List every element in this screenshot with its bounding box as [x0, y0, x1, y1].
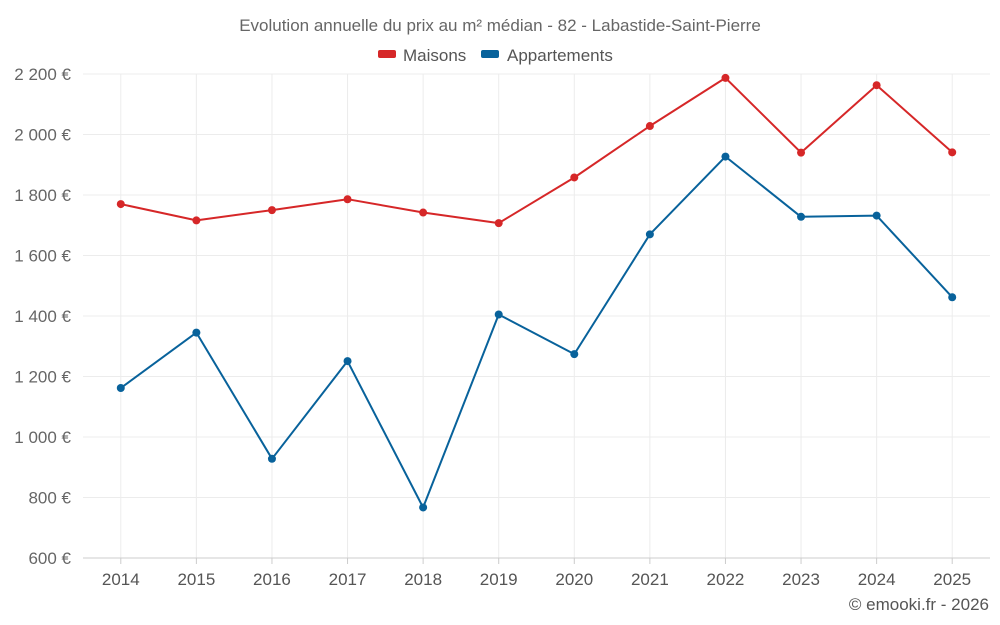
data-point-maisons[interactable]	[872, 81, 881, 90]
series-layer	[116, 73, 957, 512]
data-point-appartements[interactable]	[797, 212, 806, 221]
y-axis: 600 € 800 € 1 000 € 1 200 € 1 400 € 1 600 € 1 …	[14, 65, 71, 568]
legend-swatch-appartements	[481, 50, 499, 58]
y-tick-label: 2 200 €	[14, 65, 71, 84]
x-axis: 2014 2015 2016 2017 2018 2019 2020 2021 2022 2023…	[83, 557, 990, 589]
y-tick-label: 2 000 €	[14, 126, 71, 145]
series-line-maisons	[120, 76, 953, 225]
x-tick-label: 2022	[707, 570, 745, 589]
x-tick-label: 2025	[933, 570, 971, 589]
x-tick-label: 2020	[555, 570, 593, 589]
data-point-maisons[interactable]	[570, 173, 579, 182]
grid	[83, 73, 990, 559]
data-point-appartements[interactable]	[192, 328, 201, 337]
data-point-appartements[interactable]	[343, 357, 352, 366]
y-tick-label: 1 400 €	[14, 307, 71, 326]
y-tick-label: 1 600 €	[14, 247, 71, 266]
chart-title: Evolution annuelle du prix au m² médian …	[239, 16, 761, 35]
data-point-maisons[interactable]	[645, 122, 654, 131]
y-tick-label: 1 800 €	[14, 186, 71, 205]
data-point-maisons[interactable]	[797, 148, 806, 157]
data-point-appartements[interactable]	[948, 293, 957, 302]
credit: © emooki.fr - 2026	[849, 595, 989, 614]
x-tick-label: 2014	[102, 570, 140, 589]
series-appartements	[116, 152, 957, 512]
y-tick-label: 600 €	[28, 549, 71, 568]
x-tick-label: 2021	[631, 570, 669, 589]
data-point-maisons[interactable]	[494, 219, 503, 228]
data-point-maisons[interactable]	[419, 208, 428, 217]
legend[interactable]: Maisons Appartements	[378, 46, 613, 65]
x-tick-label: 2024	[858, 570, 896, 589]
data-point-appartements[interactable]	[721, 152, 730, 161]
x-tick-label: 2018	[404, 570, 442, 589]
series-maisons	[116, 73, 957, 228]
x-tick-label: 2016	[253, 570, 291, 589]
data-point-appartements[interactable]	[494, 310, 503, 319]
x-tick-label: 2019	[480, 570, 518, 589]
x-tick-label: 2023	[782, 570, 820, 589]
x-tick-label: 2017	[329, 570, 367, 589]
y-tick-label: 800 €	[28, 489, 71, 508]
data-point-maisons[interactable]	[116, 200, 125, 209]
y-tick-label: 1 000 €	[14, 428, 71, 447]
data-point-maisons[interactable]	[192, 216, 201, 225]
data-point-appartements[interactable]	[872, 211, 881, 220]
legend-item-maisons[interactable]: Maisons	[378, 46, 466, 65]
data-point-appartements[interactable]	[116, 383, 125, 392]
y-tick-label: 1 200 €	[14, 368, 71, 387]
legend-swatch-maisons	[378, 50, 396, 58]
data-point-appartements[interactable]	[267, 454, 276, 463]
legend-item-appartements[interactable]: Appartements	[481, 46, 613, 65]
data-point-maisons[interactable]	[721, 73, 730, 82]
legend-label-maisons[interactable]: Maisons	[403, 46, 466, 65]
data-point-appartements[interactable]	[645, 230, 654, 239]
data-point-maisons[interactable]	[267, 206, 276, 215]
legend-label-appartements[interactable]: Appartements	[507, 46, 613, 65]
data-point-maisons[interactable]	[948, 148, 957, 157]
x-tick-label: 2015	[177, 570, 215, 589]
data-point-maisons[interactable]	[343, 195, 352, 204]
data-point-appartements[interactable]	[419, 503, 428, 512]
series-line-appartements	[120, 155, 953, 509]
data-point-appartements[interactable]	[570, 350, 579, 359]
